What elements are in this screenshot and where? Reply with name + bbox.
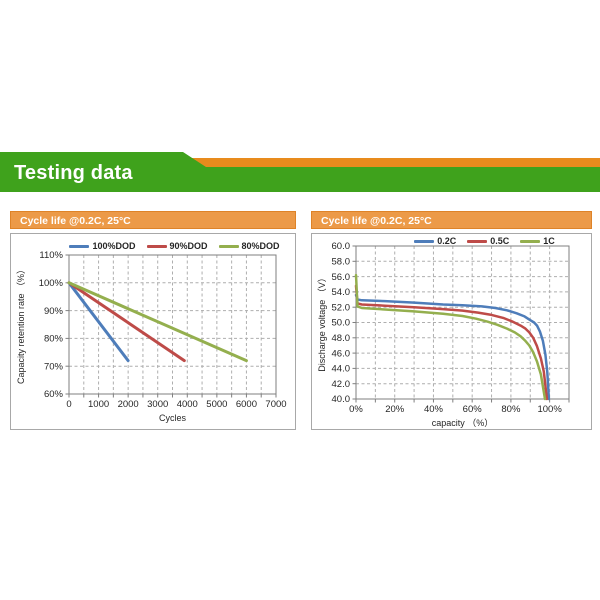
- x-axis-title: capacity （%）: [432, 418, 494, 428]
- y-tick-label: 80%: [44, 334, 64, 345]
- x-tick-label: 6000: [236, 399, 257, 410]
- y-tick-label: 44.0: [332, 364, 351, 375]
- x-tick-label: 5000: [206, 399, 227, 410]
- header-banner: Testing data: [0, 152, 600, 192]
- series-line-1C: [354, 273, 547, 401]
- x-tick-label: 20%: [385, 404, 405, 415]
- discharge-voltage-panel: Cycle life @0.2C, 25°C 0% 20% 40% 60% 80% 100…: [311, 211, 592, 430]
- y-axis-title: Capacity retention rate （%）: [16, 265, 26, 384]
- series-line-80%DOD: [67, 281, 248, 363]
- y-tick-label: 60.0: [332, 241, 351, 252]
- y-tick-label: 42.0: [332, 379, 351, 390]
- y-tick-label: 52.0: [332, 302, 351, 313]
- x-tick-label: 0%: [349, 404, 363, 415]
- series-line-0.5C: [354, 284, 549, 401]
- x-tick-label: 60%: [463, 404, 483, 415]
- x-tick-label: 2000: [118, 399, 139, 410]
- series-line-0.2C: [354, 293, 551, 401]
- series-line-90%DOD: [67, 281, 186, 363]
- cycle-life-chart-svg: 0 1000 2000 3000 4000 5000 6000 7000 60% 70% 80% 90…: [16, 250, 287, 423]
- y-tick-label: 60%: [44, 389, 64, 400]
- y-tick-label: 50.0: [332, 318, 351, 329]
- discharge-voltage-panel-title: Cycle life @0.2C, 25°C: [311, 211, 592, 229]
- y-tick-label: 90%: [44, 306, 64, 317]
- y-tick-label: 110%: [39, 250, 63, 261]
- discharge-voltage-chart: 0% 20% 40% 60% 80% 100% 40.0 42.0 44.0 46.0 48.0 50…: [311, 233, 592, 430]
- x-tick-label: 1000: [88, 399, 109, 410]
- x-axis-title: Cycles: [159, 413, 187, 423]
- y-axis-title: Discharge voltage （V）: [317, 273, 327, 372]
- y-tick-label: 54.0: [332, 287, 351, 298]
- x-tick-label: 40%: [424, 404, 444, 415]
- y-tick-label: 46.0: [332, 348, 351, 359]
- x-tick-label: 80%: [501, 404, 521, 415]
- y-tick-label: 56.0: [332, 272, 351, 283]
- y-tick-label: 100%: [39, 278, 64, 289]
- cycle-life-panel: Cycle life @0.2C, 25°C 0 1000 2000 3000 4000…: [10, 211, 296, 430]
- y-tick-label: 70%: [44, 361, 64, 372]
- discharge-voltage-chart-svg: 0% 20% 40% 60% 80% 100% 40.0 42.0 44.0 46.0 48.0 50…: [317, 241, 570, 428]
- y-tick-label: 48.0: [332, 333, 351, 344]
- x-tick-label: 4000: [177, 399, 198, 410]
- x-tick-label: 100%: [537, 404, 562, 415]
- cycle-life-chart: 0 1000 2000 3000 4000 5000 6000 7000 60% 70% 80% 90…: [10, 233, 296, 430]
- y-tick-label: 40.0: [332, 394, 351, 405]
- series-line-100%DOD: [67, 281, 130, 363]
- cycle-life-panel-title: Cycle life @0.2C, 25°C: [10, 211, 296, 229]
- page-title: Testing data: [14, 162, 133, 184]
- banner-orange-stripe: [176, 158, 600, 168]
- x-tick-label: 7000: [265, 399, 286, 410]
- y-tick-label: 58.0: [332, 257, 351, 268]
- x-tick-label: 0: [66, 399, 71, 410]
- x-tick-label: 3000: [147, 399, 168, 410]
